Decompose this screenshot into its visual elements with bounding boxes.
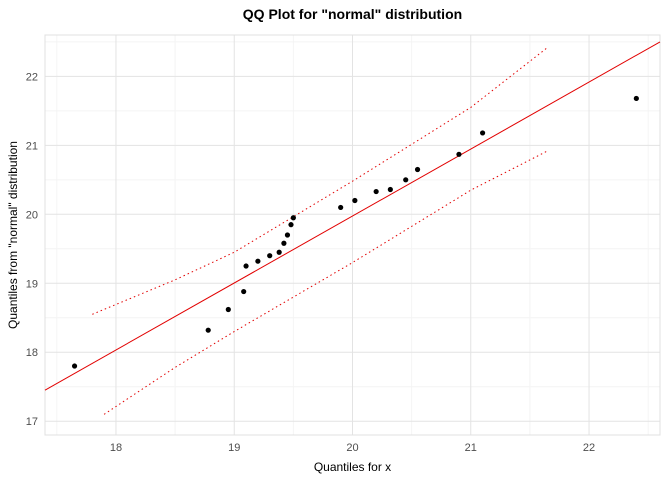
data-point <box>290 215 296 221</box>
plot-panel-border <box>44 34 661 436</box>
x-tick-label: 22 <box>583 442 595 454</box>
x-tick-label: 21 <box>465 442 477 454</box>
data-point <box>479 130 486 136</box>
x-tick-label: 20 <box>346 442 358 454</box>
x-axis-label: Quantiles for x <box>313 460 392 474</box>
data-point <box>414 166 421 173</box>
data-point <box>281 240 287 246</box>
data-point <box>633 95 639 102</box>
y-tick-label: 20 <box>26 209 38 221</box>
data-point <box>352 197 358 204</box>
y-tick-label: 17 <box>26 416 38 428</box>
y-tick-label: 18 <box>26 347 38 359</box>
data-point <box>205 327 211 333</box>
y-tick-label: 21 <box>26 140 38 152</box>
data-point <box>255 258 261 264</box>
y-axis-label: Quantiles from "normal" distribution <box>6 141 20 329</box>
y-tick-label: 19 <box>26 278 38 290</box>
chart-title: QQ Plot for "normal" distribution <box>242 6 463 22</box>
data-point <box>373 188 379 195</box>
data-point <box>71 363 78 369</box>
data-point <box>338 204 344 211</box>
x-tick-label: 19 <box>228 442 240 454</box>
y-tick-label: 22 <box>26 71 38 83</box>
reference-line <box>44 41 661 391</box>
data-point <box>288 222 294 228</box>
data-point <box>403 177 409 183</box>
data-point <box>243 263 249 269</box>
data-point <box>267 253 273 259</box>
data-point <box>456 151 462 157</box>
data-point <box>241 288 247 295</box>
data-point <box>225 306 231 313</box>
data-point <box>276 249 282 255</box>
x-tick-label: 18 <box>110 442 122 454</box>
data-point <box>284 232 291 238</box>
data-point <box>387 186 393 193</box>
